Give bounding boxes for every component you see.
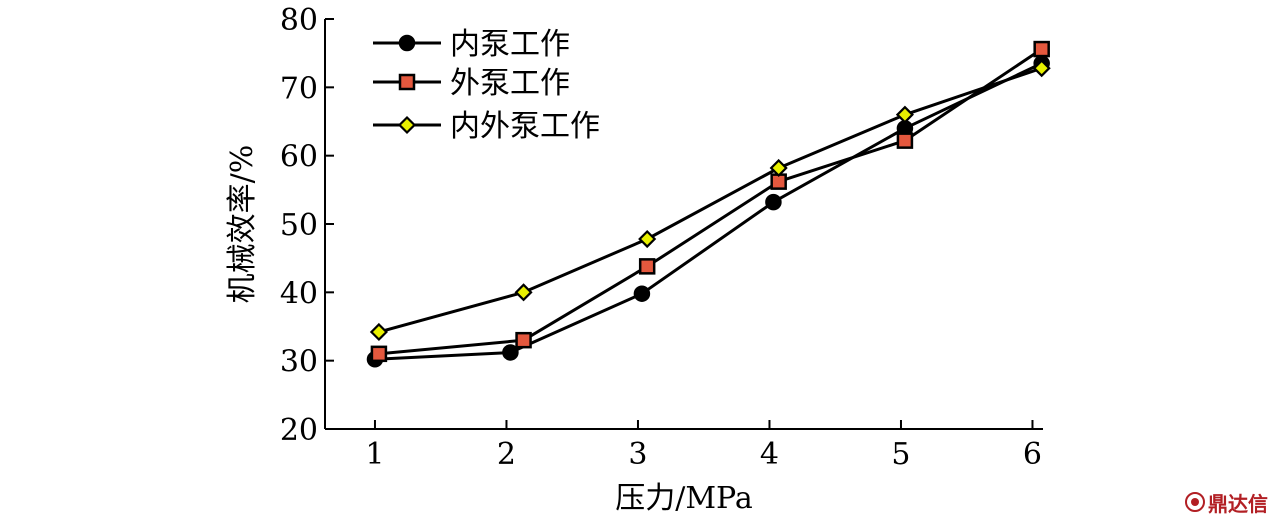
data-point xyxy=(895,105,914,124)
data-point xyxy=(769,158,788,178)
series-diamond xyxy=(369,59,1051,342)
y-axis-label: 机械效率/% xyxy=(225,145,260,304)
series-layer xyxy=(366,40,1051,368)
x-tick-label: 4 xyxy=(760,437,779,472)
legend-label: 内外泵工作 xyxy=(450,109,600,144)
x-axis-label: 压力/MPa xyxy=(615,481,753,516)
data-point xyxy=(1033,40,1050,58)
x-tick-label: 2 xyxy=(497,437,516,472)
y-tick-label: 70 xyxy=(280,71,318,106)
y-tick-label: 30 xyxy=(280,345,318,380)
y-ticks: 20 30 40 50 60 70 80 xyxy=(280,3,334,448)
x-tick-label: 5 xyxy=(891,437,910,472)
x-tick-label: 6 xyxy=(1023,437,1042,472)
data-point xyxy=(896,132,914,149)
x-ticks: 1 2 3 4 5 6 xyxy=(365,420,1042,472)
data-point xyxy=(638,258,656,275)
x-tick-label: 1 xyxy=(365,437,384,472)
y-tick-label: 50 xyxy=(280,208,318,243)
data-point xyxy=(370,345,388,363)
y-tick-label: 80 xyxy=(280,3,318,38)
legend-marker xyxy=(398,73,416,91)
legend-marker xyxy=(398,34,416,52)
data-point xyxy=(514,283,533,302)
legend-entry: 外泵工作 xyxy=(373,66,570,101)
legend-label: 外泵工作 xyxy=(450,66,570,101)
watermark-logo: 鼎达信 xyxy=(1185,489,1268,516)
legend-entry: 内泵工作 xyxy=(373,27,570,62)
data-point xyxy=(1032,59,1051,78)
data-point xyxy=(502,344,519,361)
series-circle xyxy=(366,55,1050,368)
y-tick-label: 40 xyxy=(280,276,318,311)
y-tick-label: 60 xyxy=(280,140,318,175)
series-square xyxy=(370,40,1050,363)
series-line xyxy=(378,47,1043,356)
logo-circle-icon xyxy=(1185,492,1205,512)
x-tick-label: 3 xyxy=(628,437,647,472)
data-point xyxy=(369,322,388,342)
data-point xyxy=(638,229,657,249)
data-point xyxy=(515,331,532,349)
legend-label: 内泵工作 xyxy=(450,27,570,62)
data-point xyxy=(633,285,651,302)
series-line xyxy=(378,66,1043,334)
watermark-text: 鼎达信 xyxy=(1208,491,1268,516)
legend-entry: 内外泵工作 xyxy=(373,109,600,144)
series-line xyxy=(374,62,1043,361)
y-tick-label: 20 xyxy=(280,413,318,448)
data-point xyxy=(765,193,782,211)
legend-marker xyxy=(397,115,417,135)
